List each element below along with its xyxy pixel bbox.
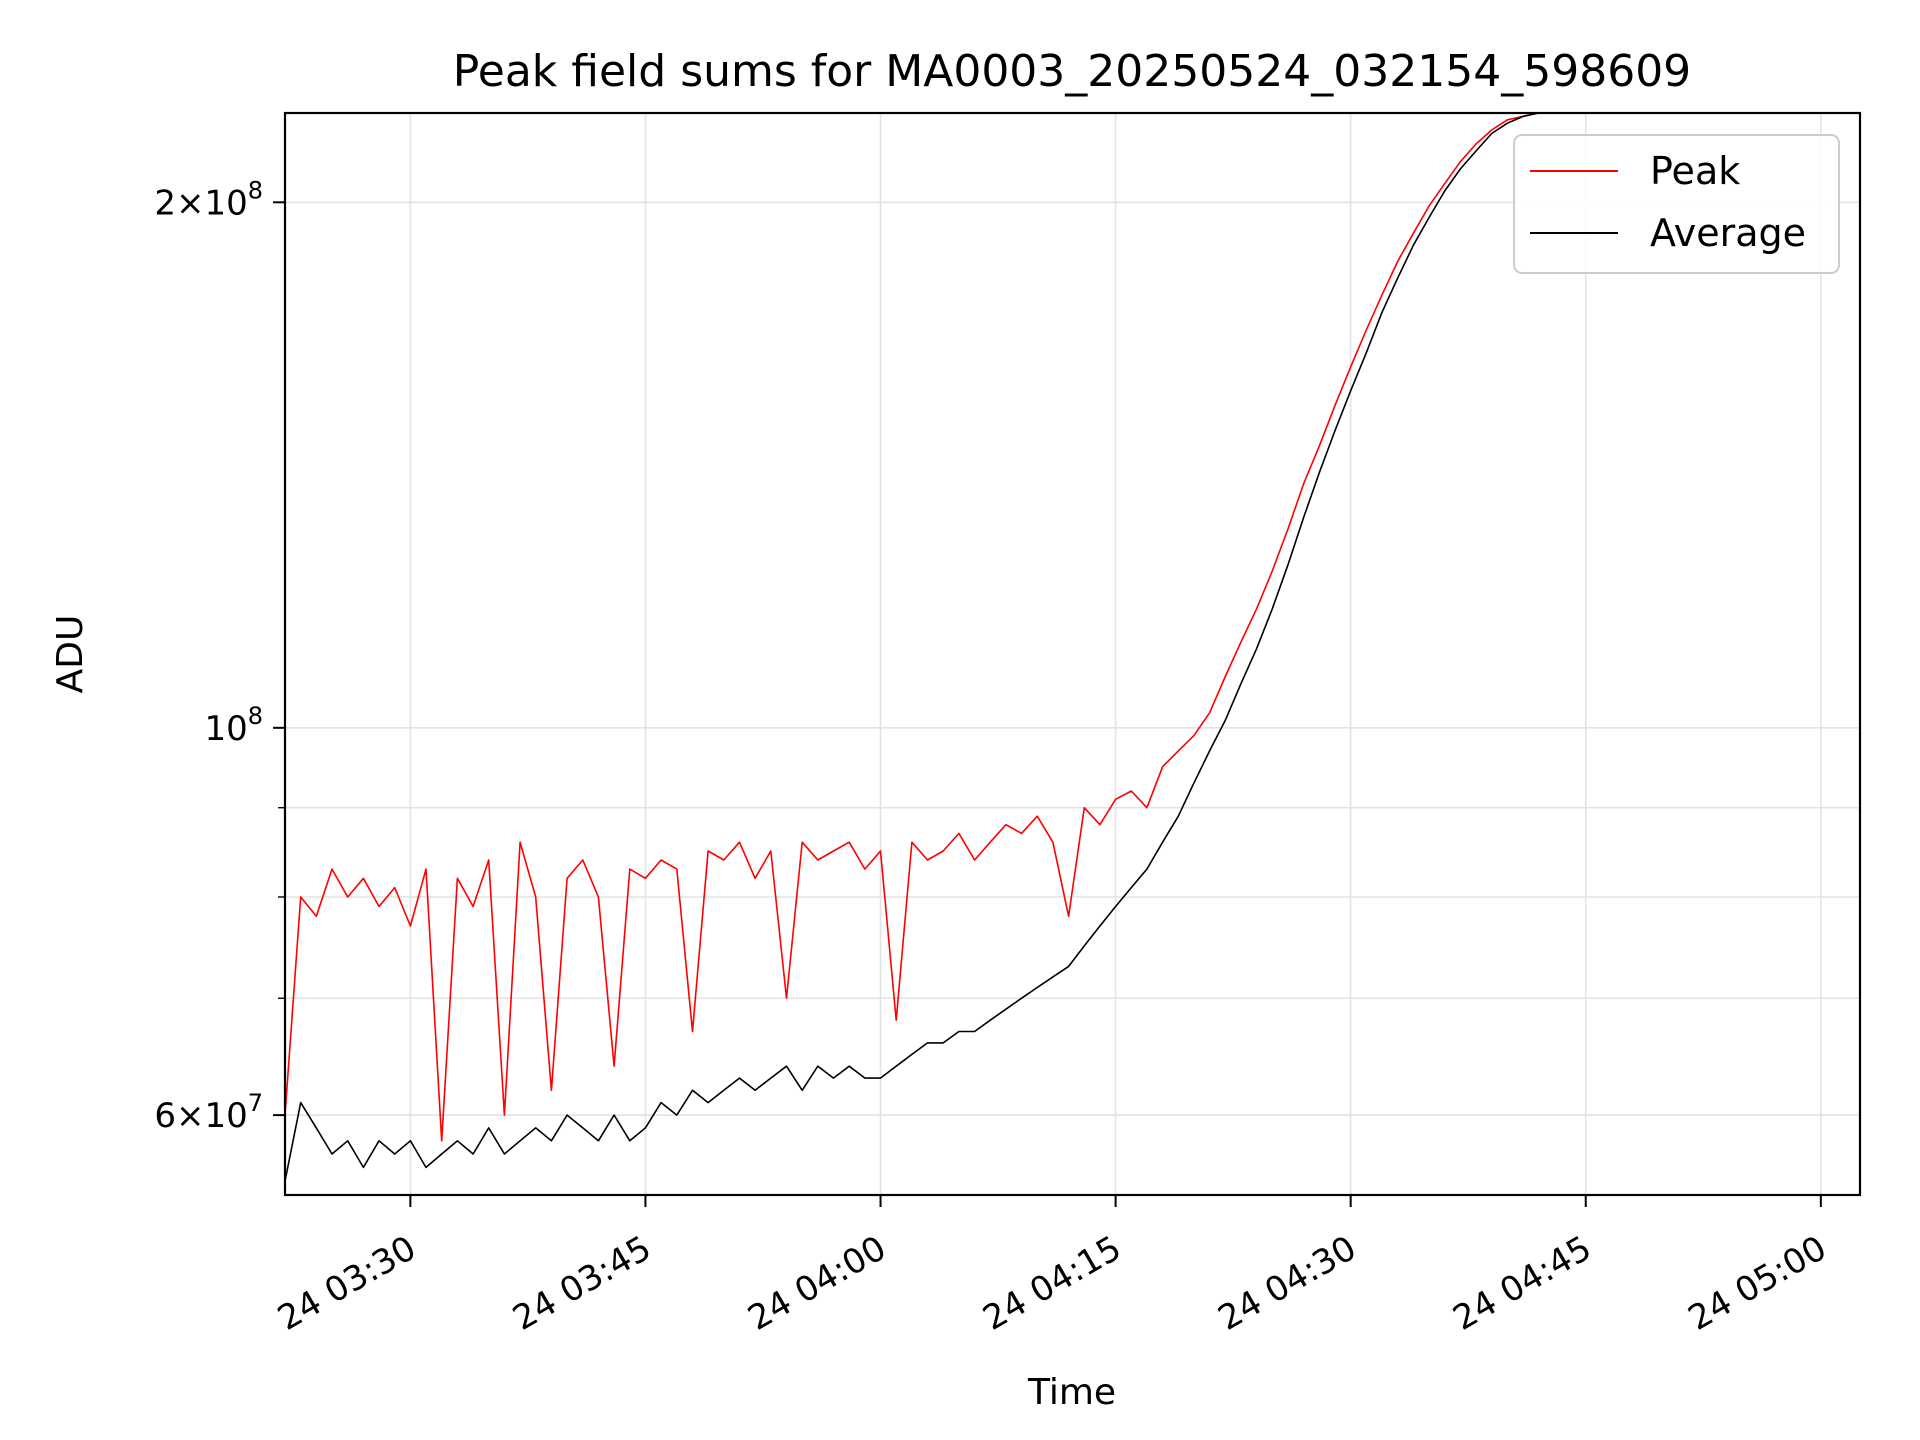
chart-title: Peak field sums for MA0003_20250524_0321… [453, 46, 1691, 97]
legend-box [1513, 134, 1840, 274]
x-axis-label: Time [1027, 1372, 1116, 1413]
legend: Peak Average [1513, 134, 1840, 274]
y-tick-label: 6×107 [154, 1089, 263, 1136]
grid [285, 113, 1860, 1195]
series-line-peak [284, 112, 1696, 1142]
legend-label-peak: Peak [1650, 149, 1740, 193]
y-axis: 108 2×108 6×107 [154, 176, 285, 1136]
plot-frame [283, 111, 1862, 1197]
y-axis-label: ADU [50, 615, 91, 694]
legend-label-average: Average [1650, 211, 1806, 255]
y-tick-label: 108 [204, 702, 263, 749]
series-line-average [284, 112, 1696, 1182]
series-layer [284, 112, 1696, 1182]
y-tick-label: 2×108 [154, 176, 263, 223]
